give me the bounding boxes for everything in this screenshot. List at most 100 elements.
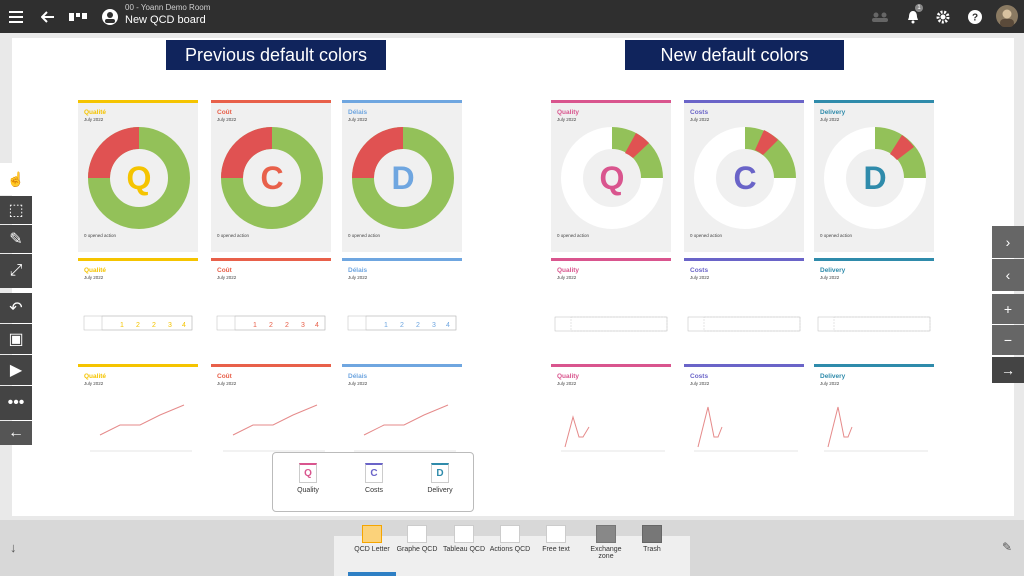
quality-letter-card[interactable]: Quality July 2022 Q 0 opened action: [551, 100, 671, 252]
card-date: July 2022: [84, 381, 104, 386]
zoom-in-button[interactable]: +: [992, 294, 1024, 324]
d-letter-icon: D: [431, 463, 449, 483]
qualite-letter-card[interactable]: Qualité July 2022 Q 0 opened action: [78, 100, 198, 252]
card-date: July 2022: [690, 381, 710, 386]
qcd-letter-item[interactable]: QCD Letter: [348, 525, 396, 553]
back-arrow-icon[interactable]: [38, 7, 58, 27]
line-chart: [561, 415, 665, 452]
svg-text:1: 1: [384, 322, 388, 329]
line-chart: [223, 404, 325, 452]
expand-toolbar[interactable]: →: [992, 357, 1024, 383]
svg-text:1: 1: [253, 322, 257, 329]
svg-text:2: 2: [285, 322, 289, 329]
quality-table-card[interactable]: Quality July 2022: [551, 258, 671, 358]
card-title: Quality: [557, 267, 580, 274]
help-icon[interactable]: ?: [965, 7, 985, 27]
line-chart: [694, 406, 798, 452]
arrow-right-icon: →: [1001, 362, 1015, 378]
card-date: July 2022: [820, 117, 840, 122]
undo-tool[interactable]: ↶: [0, 293, 32, 323]
board-title: New QCD board: [125, 14, 206, 26]
present-icon: ▶: [9, 362, 23, 379]
quality-graph-card[interactable]: Quality July 2022: [551, 364, 671, 464]
card-title: Costs: [690, 373, 709, 380]
card-date: July 2022: [820, 381, 840, 386]
qcd-letter-icon: [362, 525, 382, 543]
table-chart: 1 2 2 3 4: [347, 315, 457, 331]
free-text-item[interactable]: Free text: [532, 525, 580, 553]
opened-actions: 0 opened action: [217, 233, 250, 238]
cout-letter-card[interactable]: Coût July 2022 C 0 opened action: [211, 100, 331, 252]
donut-chart: Q: [88, 127, 190, 229]
top-bar: 00 - Yoann Demo Room New QCD board 1 ?: [0, 0, 1024, 33]
letter-c: C: [733, 160, 756, 196]
cout-graph-card[interactable]: Coût July 2022: [211, 364, 331, 464]
trash-item[interactable]: Trash: [628, 525, 676, 553]
text-icon: [546, 525, 566, 543]
card-date: July 2022: [820, 275, 840, 280]
delivery-letter-card[interactable]: Delivery July 2022 D 0 opened action: [814, 100, 934, 252]
boards-icon[interactable]: [68, 7, 88, 27]
table-chart: [554, 316, 668, 332]
more-tool[interactable]: •••: [0, 386, 32, 420]
cout-table-card[interactable]: Coût July 2022 1 2 2 3 4: [211, 258, 331, 358]
card-title: Qualité: [84, 109, 107, 116]
avatar[interactable]: [996, 5, 1018, 27]
line-chart: [90, 404, 192, 452]
participants-icon[interactable]: [870, 7, 890, 27]
zoom-out-button[interactable]: −: [992, 325, 1024, 355]
table-icon: [454, 525, 474, 543]
archive-tool[interactable]: ▣: [0, 324, 32, 354]
card-title: Délais: [348, 109, 368, 116]
qcd-letter-popup: Q Quality C Costs D Delivery: [272, 452, 474, 512]
svg-text:4: 4: [182, 322, 186, 329]
svg-text:2: 2: [152, 322, 156, 329]
card-date: July 2022: [217, 381, 237, 386]
costs-table-card[interactable]: Costs July 2022: [684, 258, 804, 358]
opened-actions: 0 opened action: [690, 233, 723, 238]
donut-chart: C: [694, 127, 796, 229]
actions-qcd-item[interactable]: Actions QCD: [486, 525, 534, 553]
pointer-tool[interactable]: ☝: [0, 163, 32, 195]
next-button[interactable]: ›: [992, 226, 1024, 258]
svg-text:2: 2: [136, 322, 140, 329]
popup-item-quality[interactable]: Q Quality: [283, 463, 333, 494]
card-date: July 2022: [348, 381, 368, 386]
collapse-toolbar[interactable]: ←: [0, 421, 32, 445]
card-title: Délais: [348, 267, 368, 274]
menu-icon[interactable]: [6, 7, 26, 27]
costs-graph-card[interactable]: Costs July 2022: [684, 364, 804, 464]
popup-item-delivery[interactable]: D Delivery: [415, 463, 465, 494]
qualite-graph-card[interactable]: Qualité July 2022: [78, 364, 198, 464]
connector-icon: ⤢: [9, 262, 23, 279]
card-date: July 2022: [348, 275, 368, 280]
q-letter-icon: Q: [299, 463, 317, 483]
card-date: July 2022: [557, 275, 577, 280]
connector-tool[interactable]: ⤢: [0, 254, 32, 288]
tableau-qcd-item[interactable]: Tableau QCD: [440, 525, 488, 553]
delivery-table-card[interactable]: Delivery July 2022: [814, 258, 934, 358]
delivery-graph-card[interactable]: Delivery July 2022: [814, 364, 934, 464]
opened-actions: 0 opened action: [557, 233, 590, 238]
letter-c: C: [260, 160, 283, 196]
card-title: Qualité: [84, 267, 107, 274]
arrow-down-icon[interactable]: ↓: [10, 540, 17, 555]
delais-graph-card[interactable]: Délais July 2022: [342, 364, 462, 464]
card-date: July 2022: [557, 381, 577, 386]
qualite-table-card[interactable]: Qualité July 2022 1 2 2 3 4: [78, 258, 198, 358]
present-tool[interactable]: ▶: [0, 355, 32, 385]
graphe-qcd-item[interactable]: Graphe QCD: [393, 525, 441, 553]
prev-button[interactable]: ‹: [992, 259, 1024, 291]
costs-letter-card[interactable]: Costs July 2022 C 0 opened action: [684, 100, 804, 252]
exchange-zone-item[interactable]: Exchange zone: [582, 525, 630, 560]
delais-letter-card[interactable]: Délais July 2022 D 0 opened action: [342, 100, 462, 252]
popup-item-costs[interactable]: C Costs: [349, 463, 399, 494]
select-tool[interactable]: ⬚: [0, 196, 32, 224]
pencil-icon[interactable]: ✎: [1002, 540, 1013, 554]
new-colors-header: New default colors: [625, 40, 844, 70]
delais-table-card[interactable]: Délais July 2022 1 2 2 3 4: [342, 258, 462, 358]
svg-text:2: 2: [416, 322, 420, 329]
gear-icon[interactable]: [933, 7, 953, 27]
pen-tool[interactable]: ✎: [0, 225, 32, 253]
bell-icon[interactable]: 1: [903, 4, 923, 27]
